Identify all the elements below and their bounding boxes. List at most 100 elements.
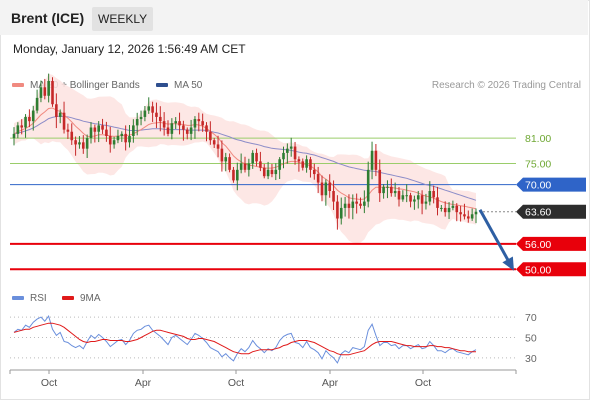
level-tag-70.00 bbox=[516, 177, 586, 192]
candle-body bbox=[378, 169, 382, 194]
rsi-swatch bbox=[12, 296, 24, 301]
candle-body bbox=[459, 212, 462, 215]
candle-body bbox=[209, 131, 212, 141]
candle-body bbox=[58, 112, 62, 117]
candle-body bbox=[301, 161, 305, 168]
rsi-legend-label: RSI bbox=[30, 293, 47, 304]
candle-body bbox=[447, 207, 451, 213]
ma20-swatch bbox=[12, 83, 24, 88]
forecast-arrow-shaft bbox=[478, 209, 514, 269]
candle-body bbox=[220, 148, 224, 162]
candle-body bbox=[174, 121, 177, 124]
candle-body bbox=[16, 125, 20, 134]
candle-body bbox=[270, 169, 274, 175]
ma20-legend-label: MA 20 + Bollinger Bands bbox=[30, 80, 140, 91]
candle-body bbox=[343, 203, 347, 208]
candle-body bbox=[147, 106, 151, 111]
level-label-63.60: 63.60 bbox=[525, 207, 551, 219]
candle-body bbox=[197, 119, 201, 122]
candle-body bbox=[31, 110, 35, 122]
candle-body bbox=[305, 159, 308, 168]
legend-ma20: MA 20 + Bollinger Bands bbox=[12, 80, 140, 91]
candle-body bbox=[297, 159, 301, 162]
candle-body bbox=[451, 205, 455, 208]
candle-body bbox=[105, 129, 108, 136]
level-label-81.00: 81.00 bbox=[525, 133, 551, 145]
candle-body bbox=[166, 127, 170, 134]
candle-body bbox=[386, 186, 389, 188]
candle-body bbox=[363, 201, 366, 206]
candle-body bbox=[413, 199, 416, 202]
candle-body bbox=[320, 182, 324, 196]
candle-body bbox=[182, 125, 185, 130]
candle-body bbox=[247, 163, 251, 170]
candle-body bbox=[97, 125, 100, 132]
candle-body bbox=[89, 127, 93, 139]
candle-body bbox=[189, 127, 193, 134]
candle-body bbox=[432, 191, 435, 198]
candle-body bbox=[112, 140, 116, 145]
candle-body bbox=[205, 125, 208, 132]
candle-body bbox=[143, 110, 147, 117]
ma50-legend-label: MA 50 bbox=[174, 80, 203, 91]
candle-body bbox=[20, 125, 23, 128]
candle-body bbox=[336, 201, 339, 219]
level-label-50.00: 50.00 bbox=[525, 264, 551, 276]
rsi-ma-legend-label: 9MA bbox=[80, 293, 101, 304]
chart-datetime: Monday, January 12, 2026 1:56:49 AM CET bbox=[13, 42, 246, 56]
candle-body bbox=[366, 169, 370, 202]
candle-body bbox=[359, 203, 362, 206]
candle-body bbox=[251, 152, 254, 164]
candle-body bbox=[28, 116, 31, 122]
x-tick-label: Oct bbox=[228, 377, 244, 389]
candle-body bbox=[316, 174, 320, 183]
candle-body bbox=[474, 211, 478, 215]
level-tag-63.60 bbox=[516, 204, 586, 219]
candle-body bbox=[332, 191, 335, 202]
candle-body bbox=[139, 116, 143, 120]
candle-body bbox=[24, 116, 27, 128]
candle-body bbox=[74, 140, 77, 145]
level-tag-56.00 bbox=[516, 236, 586, 251]
candle-body bbox=[35, 97, 39, 111]
candle-body bbox=[51, 80, 54, 105]
candle-body bbox=[170, 123, 174, 134]
candle-body bbox=[132, 125, 135, 136]
candle-body bbox=[274, 169, 278, 175]
x-tick-label: Apr bbox=[135, 377, 152, 389]
candle-body bbox=[324, 182, 328, 196]
candle-body bbox=[116, 135, 120, 141]
candle-body bbox=[313, 169, 316, 175]
candle-body bbox=[339, 207, 343, 219]
candle-body bbox=[55, 104, 58, 117]
legend-rsi-ma: 9MA bbox=[62, 293, 101, 304]
candle-body bbox=[259, 161, 262, 168]
candle-body bbox=[428, 191, 432, 202]
candle-body bbox=[289, 146, 293, 149]
candle-body bbox=[355, 201, 358, 204]
timeframe-button[interactable]: WEEKLY bbox=[92, 7, 154, 31]
candle-body bbox=[82, 142, 85, 149]
candle-body bbox=[228, 157, 231, 170]
candle-body bbox=[162, 121, 166, 128]
candle-body bbox=[178, 121, 181, 126]
x-tick-label: Oct bbox=[415, 377, 431, 389]
candle-body bbox=[424, 201, 428, 204]
candle-body bbox=[286, 148, 289, 153]
candle-body bbox=[347, 203, 351, 208]
candle-body bbox=[236, 169, 239, 181]
candle-body bbox=[62, 112, 66, 130]
level-label-75.00: 75.00 bbox=[525, 158, 551, 170]
candle-body bbox=[151, 106, 154, 113]
rsi-ma-line bbox=[13, 322, 476, 356]
candle-body bbox=[293, 146, 297, 160]
candle-body bbox=[70, 131, 74, 141]
x-tick-label: Apr bbox=[322, 377, 339, 389]
candle-body bbox=[201, 121, 204, 126]
candle-body bbox=[416, 195, 420, 200]
candle-body bbox=[409, 195, 412, 202]
candle-body bbox=[370, 150, 374, 170]
candle-body bbox=[470, 214, 474, 219]
